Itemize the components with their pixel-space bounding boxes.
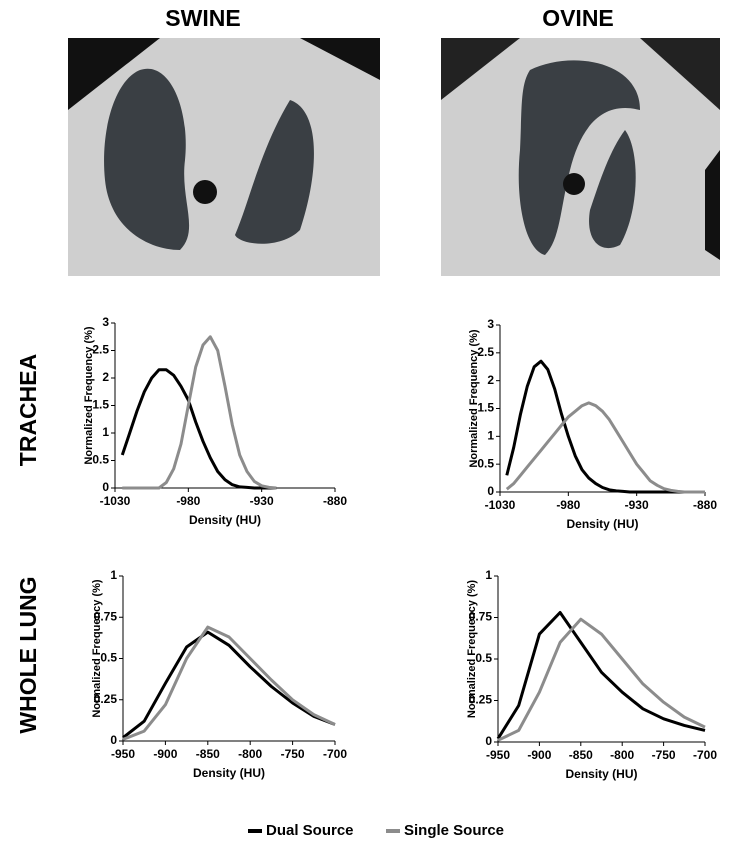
series-line bbox=[120, 368, 277, 490]
y-tick-label: 2 bbox=[102, 370, 109, 384]
x-tick-label: -750 bbox=[652, 748, 676, 762]
x-tick-label: -950 bbox=[111, 747, 135, 761]
y-axis-label: Normalized Frequency (%) bbox=[83, 326, 95, 464]
x-tick-label: -700 bbox=[323, 747, 347, 761]
row-label: WHOLE LUNG bbox=[15, 576, 41, 733]
ct-image-swine bbox=[68, 38, 380, 276]
x-tick-label: -930 bbox=[625, 498, 649, 512]
x-tick-label: -850 bbox=[196, 747, 220, 761]
y-tick-label: 3 bbox=[487, 317, 494, 331]
x-axis-label: Density (HU) bbox=[193, 766, 265, 780]
y-tick-label: 2.5 bbox=[477, 345, 494, 359]
x-tick-label: -950 bbox=[486, 748, 510, 762]
series-line bbox=[497, 617, 706, 742]
x-tick-label: -750 bbox=[281, 747, 305, 761]
legend: Dual Source Single Source bbox=[248, 822, 504, 839]
y-tick-label: 0.5 bbox=[92, 453, 109, 467]
x-tick-label: -980 bbox=[176, 494, 200, 508]
x-tick-label: -800 bbox=[238, 747, 262, 761]
y-tick-label: 0 bbox=[485, 734, 492, 748]
series-line bbox=[122, 625, 336, 741]
y-tick-label: 2.5 bbox=[92, 343, 109, 357]
series-line bbox=[122, 630, 336, 739]
x-axis-label: Density (HU) bbox=[566, 517, 638, 531]
legend-label: Single Source bbox=[404, 822, 504, 839]
y-tick-label: 0 bbox=[110, 733, 117, 747]
y-tick-label: 0.75 bbox=[469, 610, 493, 624]
series-line bbox=[122, 335, 277, 490]
y-tick-label: 1.5 bbox=[92, 398, 109, 412]
x-tick-label: -700 bbox=[693, 748, 717, 762]
x-tick-label: -900 bbox=[527, 748, 551, 762]
y-tick-label: 1 bbox=[102, 425, 109, 439]
y-tick-label: 1.5 bbox=[477, 401, 494, 415]
y-axis-label: Normalized Frequency (%) bbox=[466, 580, 478, 718]
x-tick-label: -850 bbox=[569, 748, 593, 762]
y-tick-label: 0 bbox=[102, 480, 109, 494]
y-tick-label: 1 bbox=[110, 568, 117, 582]
x-tick-label: -930 bbox=[250, 494, 274, 508]
x-axis-label: Density (HU) bbox=[565, 767, 637, 781]
x-tick-label: -1030 bbox=[485, 498, 516, 512]
x-tick-label: -880 bbox=[323, 494, 347, 508]
row-label: TRACHEA bbox=[15, 354, 41, 466]
y-tick-label: 3 bbox=[102, 315, 109, 329]
x-tick-label: -900 bbox=[153, 747, 177, 761]
x-axis-label: Density (HU) bbox=[189, 513, 261, 527]
x-tick-label: -1030 bbox=[100, 494, 131, 508]
y-tick-label: 0.75 bbox=[94, 609, 118, 623]
column-title: SWINE bbox=[165, 5, 240, 31]
y-tick-label: 0.5 bbox=[477, 456, 494, 470]
x-tick-label: -880 bbox=[693, 498, 717, 512]
y-tick-label: 2 bbox=[487, 373, 494, 387]
y-axis-label: Normalized Frequency (%) bbox=[468, 329, 480, 467]
y-tick-label: 1 bbox=[487, 429, 494, 443]
column-title: OVINE bbox=[542, 5, 614, 31]
x-tick-label: -800 bbox=[610, 748, 634, 762]
x-tick-label: -980 bbox=[556, 498, 580, 512]
series-line bbox=[505, 359, 705, 494]
y-axis-label: Normalized Frequency (%) bbox=[91, 579, 103, 717]
series-line bbox=[505, 401, 705, 494]
series-line bbox=[496, 611, 706, 740]
y-tick-label: 0.25 bbox=[94, 692, 118, 706]
y-tick-label: 0.5 bbox=[475, 651, 492, 665]
ct-image-ovine bbox=[441, 38, 720, 276]
y-tick-label: 1 bbox=[485, 568, 492, 582]
y-tick-label: 0 bbox=[487, 484, 494, 498]
legend-label: Dual Source bbox=[266, 822, 354, 839]
y-tick-label: 0.25 bbox=[469, 693, 493, 707]
y-tick-label: 0.5 bbox=[100, 651, 117, 665]
